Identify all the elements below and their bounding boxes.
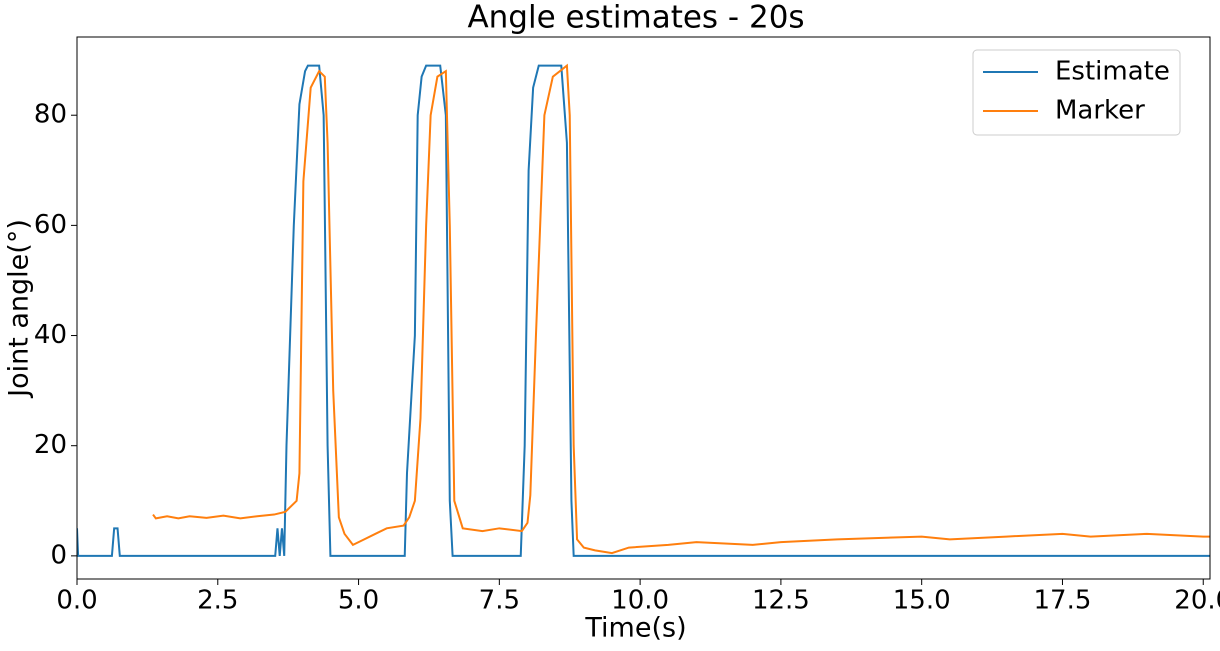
x-axis-label: Time(s)	[584, 613, 686, 644]
x-tick-label: 0.0	[56, 586, 97, 616]
legend-label: Marker	[1055, 96, 1145, 126]
x-tick-label: 2.5	[197, 586, 238, 616]
y-tick-label: 40	[34, 320, 67, 350]
data-line	[77, 64, 1210, 557]
x-tick-label: 17.5	[1034, 586, 1092, 616]
y-tick-label: 0	[50, 540, 67, 570]
y-tick-label: 80	[34, 100, 67, 130]
y-tick-label: 20	[34, 430, 67, 460]
y-axis-label: Joint angle(°)	[4, 219, 35, 399]
x-tick-label: 10.0	[611, 586, 669, 616]
x-tick-label: 7.5	[479, 586, 520, 616]
data-line	[152, 63, 1210, 555]
x-tick-label: 5.0	[338, 586, 379, 616]
plot-frame	[76, 36, 1211, 580]
legend-label: Estimate	[1055, 57, 1170, 87]
x-tick-label: 12.5	[752, 586, 810, 616]
x-tick-label: 15.0	[893, 586, 951, 616]
chart-title: Angle estimates - 20s	[467, 0, 804, 36]
x-tick-label: 20.0	[1174, 586, 1220, 616]
y-tick-label: 60	[34, 210, 67, 240]
